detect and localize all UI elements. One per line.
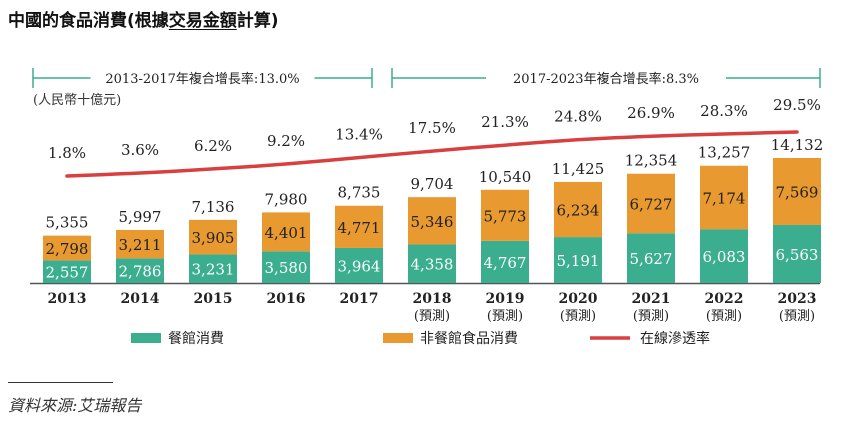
bar-restaurant-2020 bbox=[554, 237, 602, 283]
x-tick-label-2023: 2023 bbox=[778, 291, 817, 307]
bar-non-restaurant-2021 bbox=[627, 173, 675, 234]
data-label-total-2022: 13,257 bbox=[698, 144, 751, 162]
x-tick-label-2013: 2013 bbox=[48, 291, 87, 307]
data-label-total-2018: 9,704 bbox=[411, 175, 454, 193]
data-label-total-2021: 12,354 bbox=[625, 152, 678, 170]
stacked-bar-chart: 2,557 2,798 5,355 2013 2,786 3,211 5,997 2014 3,… bbox=[30, 68, 824, 347]
bar-non-restaurant-2017 bbox=[335, 205, 383, 248]
data-label-restaurant-2022: 6,083 bbox=[703, 248, 746, 266]
bar-non-restaurant-2015 bbox=[189, 219, 237, 255]
bar-non-restaurant-2019 bbox=[481, 189, 529, 241]
cagr-label-0: 2013-2017年複合增長率:13.0% bbox=[105, 71, 299, 87]
x-tick-label-2016: 2016 bbox=[267, 291, 306, 307]
data-label-restaurant-2018: 4,358 bbox=[411, 256, 454, 274]
penetration-label-2022: 28.3% bbox=[700, 102, 748, 120]
penetration-label-2013: 1.8% bbox=[48, 144, 86, 162]
penetration-label-2018: 17.5% bbox=[408, 119, 456, 137]
penetration-label-2023: 29.5% bbox=[773, 96, 821, 114]
data-label-total-2015: 7,136 bbox=[192, 198, 235, 216]
data-label-non-restaurant-2015: 3,905 bbox=[192, 229, 235, 247]
data-label-total-2019: 10,540 bbox=[479, 168, 532, 186]
data-label-non-restaurant-2019: 5,773 bbox=[484, 207, 527, 225]
data-label-non-restaurant-2013: 2,798 bbox=[46, 240, 89, 258]
data-label-non-restaurant-2023: 7,569 bbox=[776, 183, 819, 201]
bar-restaurant-2014 bbox=[116, 258, 164, 283]
legend-label-restaurant: 餐館消費 bbox=[168, 330, 224, 347]
x-tick-note-2022: (預測) bbox=[706, 309, 742, 324]
x-tick-label-2015: 2015 bbox=[194, 291, 233, 307]
penetration-label-2016: 9.2% bbox=[267, 132, 305, 150]
chart-title: 中國的食品消費(根據交易金額計算) bbox=[8, 6, 279, 31]
data-label-restaurant-2016: 3,580 bbox=[265, 259, 308, 277]
x-tick-note-2023: (預測) bbox=[779, 309, 815, 324]
title-after: 計算) bbox=[236, 11, 279, 31]
bar-restaurant-2013 bbox=[43, 260, 91, 283]
bar-restaurant-2022 bbox=[700, 229, 748, 283]
penetration-label-2015: 6.2% bbox=[194, 137, 232, 155]
x-tick-label-2022: 2022 bbox=[705, 291, 744, 307]
data-label-total-2017: 8,735 bbox=[338, 184, 381, 202]
bar-non-restaurant-2016 bbox=[262, 212, 310, 252]
data-label-total-2020: 11,425 bbox=[552, 160, 605, 178]
penetration-label-2019: 21.3% bbox=[481, 113, 529, 131]
online-penetration-line bbox=[65, 130, 799, 178]
data-label-non-restaurant-2014: 3,211 bbox=[119, 236, 162, 254]
bar-non-restaurant-2013 bbox=[43, 235, 91, 261]
source-note: 資料來源:艾瑞報告 bbox=[8, 396, 142, 415]
penetration-label-2014: 3.6% bbox=[121, 141, 159, 159]
bar-restaurant-2019 bbox=[481, 240, 529, 283]
data-label-non-restaurant-2022: 7,174 bbox=[703, 189, 746, 207]
x-tick-note-2021: (預測) bbox=[633, 309, 669, 324]
x-tick-note-2020: (預測) bbox=[560, 309, 596, 324]
title-underlined: 交易金額 bbox=[168, 11, 237, 31]
bar-restaurant-2015 bbox=[189, 254, 237, 283]
source-divider bbox=[8, 382, 113, 383]
x-tick-label-2017: 2017 bbox=[340, 291, 379, 307]
x-tick-label-2019: 2019 bbox=[486, 291, 525, 307]
bar-restaurant-2018 bbox=[408, 244, 456, 283]
bar-restaurant-2021 bbox=[627, 233, 675, 283]
bar-non-restaurant-2014 bbox=[116, 229, 164, 259]
cagr-label-1: 2017-2023年複合增長率:8.3% bbox=[513, 71, 699, 87]
legend-swatch-restaurant bbox=[131, 333, 161, 343]
data-label-non-restaurant-2021: 6,727 bbox=[630, 195, 673, 213]
x-tick-label-2020: 2020 bbox=[559, 291, 598, 307]
data-label-non-restaurant-2017: 4,771 bbox=[338, 219, 381, 237]
x-tick-label-2018: 2018 bbox=[413, 291, 452, 307]
title-before: 中國的食品消費(根據 bbox=[8, 11, 169, 31]
data-label-non-restaurant-2016: 4,401 bbox=[265, 224, 308, 242]
bar-restaurant-2017 bbox=[335, 247, 383, 283]
legend-label-non-restaurant: 非餐館食品消費 bbox=[420, 330, 518, 347]
data-label-non-restaurant-2018: 5,346 bbox=[411, 213, 454, 231]
penetration-label-2020: 24.8% bbox=[554, 107, 602, 125]
data-label-total-2016: 7,980 bbox=[265, 190, 308, 208]
bar-non-restaurant-2022 bbox=[700, 165, 748, 230]
data-label-restaurant-2015: 3,231 bbox=[192, 261, 235, 279]
data-label-restaurant-2017: 3,964 bbox=[338, 257, 381, 275]
bar-non-restaurant-2023 bbox=[773, 158, 821, 225]
penetration-label-2017: 13.4% bbox=[335, 126, 383, 144]
data-label-non-restaurant-2020: 6,234 bbox=[557, 202, 600, 220]
x-tick-label-2014: 2014 bbox=[121, 291, 160, 307]
data-label-restaurant-2013: 2,557 bbox=[46, 264, 89, 282]
data-label-restaurant-2023: 6,563 bbox=[776, 246, 819, 264]
data-label-total-2013: 5,355 bbox=[46, 214, 89, 232]
data-label-restaurant-2020: 5,191 bbox=[557, 252, 600, 270]
penetration-label-2021: 26.9% bbox=[627, 104, 675, 122]
legend-swatch-non-restaurant bbox=[383, 333, 413, 343]
unit-label: (人民幣十億元) bbox=[33, 92, 121, 108]
data-label-total-2023: 14,132 bbox=[771, 136, 824, 154]
bar-non-restaurant-2018 bbox=[408, 197, 456, 245]
bar-non-restaurant-2020 bbox=[554, 181, 602, 238]
bar-restaurant-2023 bbox=[773, 224, 821, 283]
x-tick-note-2019: (預測) bbox=[487, 309, 523, 324]
bar-restaurant-2016 bbox=[262, 251, 310, 283]
x-tick-label-2021: 2021 bbox=[632, 291, 671, 307]
legend-label-online-penetration: 在線滲透率 bbox=[640, 330, 710, 347]
data-label-restaurant-2021: 5,627 bbox=[630, 250, 673, 268]
data-label-restaurant-2014: 2,786 bbox=[119, 263, 162, 281]
data-label-restaurant-2019: 4,767 bbox=[484, 254, 527, 272]
x-tick-note-2018: (預測) bbox=[414, 309, 450, 324]
data-label-total-2014: 5,997 bbox=[119, 208, 162, 226]
